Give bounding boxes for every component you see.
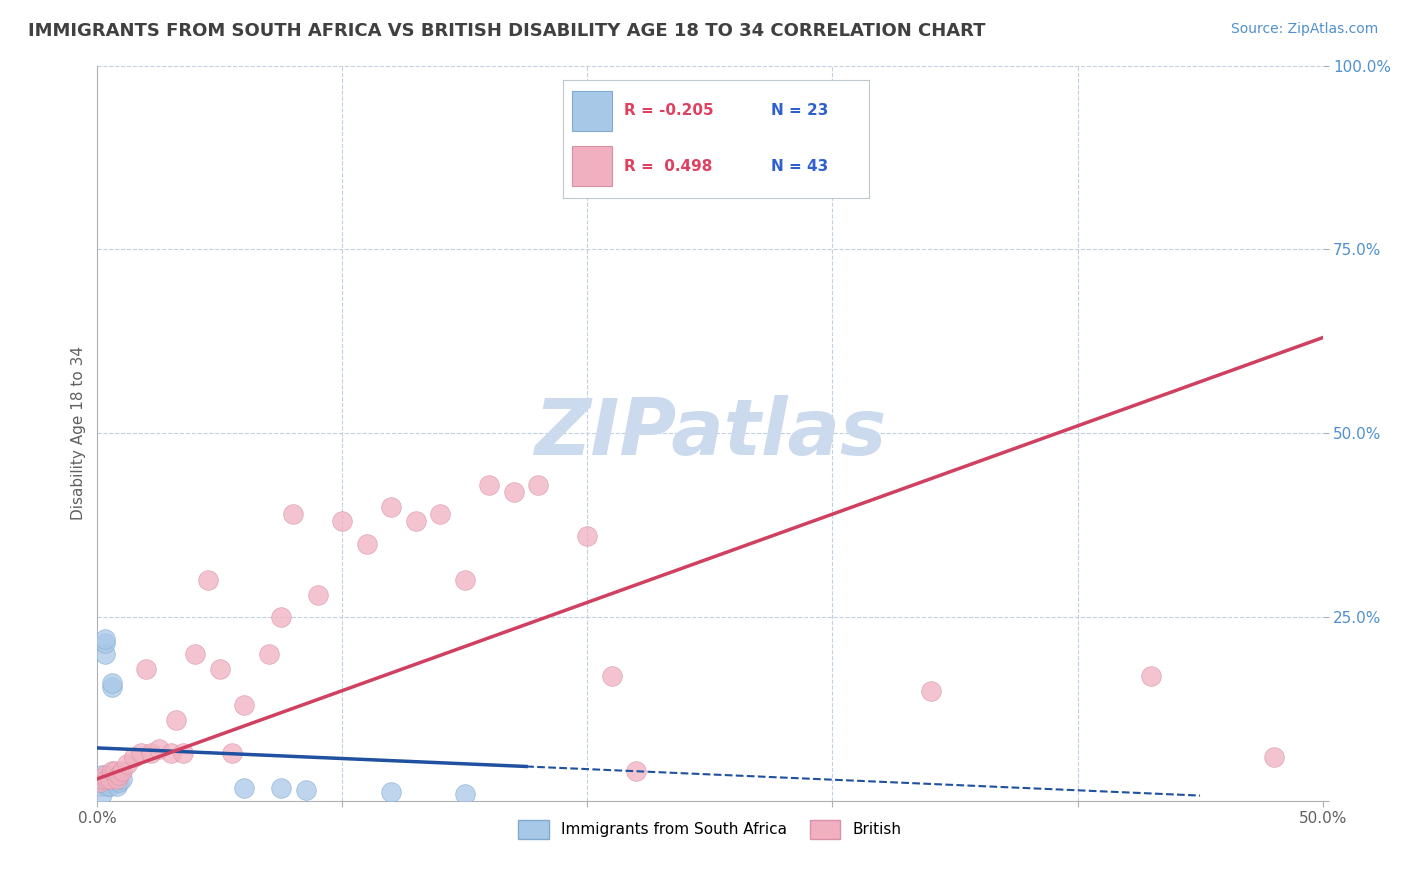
Point [160,746,183,760]
Point [405,515,427,529]
Point [89,772,111,786]
Point [527,477,550,491]
Point [101,764,124,779]
Point [91,772,114,786]
Point [108,768,131,782]
Point [270,610,292,624]
Point [197,574,219,588]
Point [454,574,477,588]
Point [101,680,124,694]
Point [89,775,111,789]
Point [131,746,153,760]
Point [576,529,599,543]
Point [91,768,114,782]
Point [503,485,526,500]
Legend: Immigrants from South Africa, British: Immigrants from South Africa, British [512,814,908,845]
Y-axis label: Disability Age 18 to 34: Disability Age 18 to 34 [72,346,86,520]
Point [221,746,243,760]
Point [233,780,256,795]
Point [257,647,280,661]
Point [93,636,115,650]
Point [101,676,124,690]
Point [105,779,128,793]
Point [103,764,125,779]
Point [270,780,292,795]
Point [454,787,477,801]
Point [96,775,118,789]
Point [380,500,402,514]
Point [148,742,170,756]
Point [111,772,134,786]
Point [600,669,623,683]
Point [105,772,128,786]
Point [122,749,145,764]
Point [115,757,138,772]
Point [1263,749,1285,764]
Point [172,746,194,760]
Point [89,779,111,793]
Point [98,772,121,786]
Point [283,507,305,521]
Point [91,787,114,801]
Point [108,775,131,789]
Point [93,647,115,661]
Point [135,661,157,675]
Point [111,764,134,779]
Point [93,768,115,782]
Text: ZIPatlas: ZIPatlas [534,395,886,471]
Text: IMMIGRANTS FROM SOUTH AFRICA VS BRITISH DISABILITY AGE 18 TO 34 CORRELATION CHAR: IMMIGRANTS FROM SOUTH AFRICA VS BRITISH … [28,22,986,40]
Point [208,661,231,675]
Point [332,515,354,529]
Point [141,746,163,760]
Point [626,764,648,779]
Point [429,507,451,521]
Point [93,632,115,647]
Point [184,647,207,661]
Point [307,588,329,602]
Point [294,782,316,797]
Point [98,772,121,786]
Point [380,785,402,799]
Point [96,779,118,793]
Point [478,477,501,491]
Point [1140,669,1163,683]
Point [103,775,125,789]
Point [96,772,118,786]
Point [98,779,121,793]
Text: Source: ZipAtlas.com: Source: ZipAtlas.com [1230,22,1378,37]
Point [233,698,256,713]
Point [165,713,187,727]
Point [356,536,378,550]
Point [91,775,114,789]
Point [920,683,942,698]
